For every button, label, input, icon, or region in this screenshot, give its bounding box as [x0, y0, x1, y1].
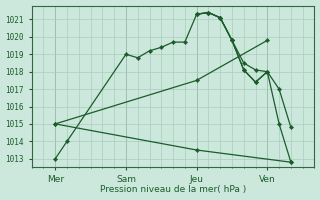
X-axis label: Pression niveau de la mer( hPa ): Pression niveau de la mer( hPa ): [100, 185, 246, 194]
